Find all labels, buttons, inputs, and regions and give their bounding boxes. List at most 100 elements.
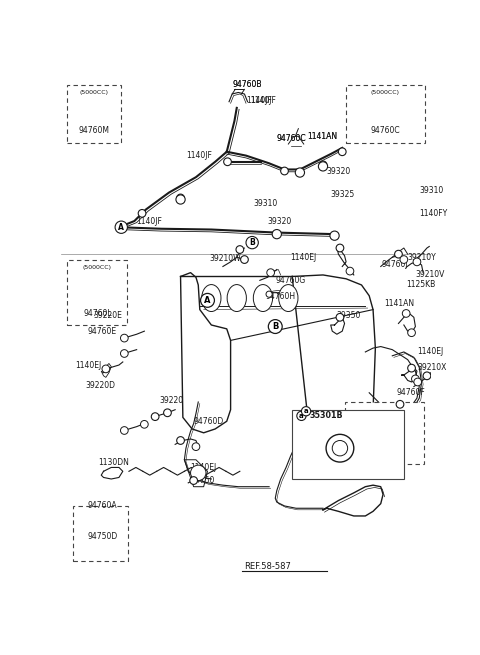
- Circle shape: [395, 250, 402, 258]
- Circle shape: [190, 477, 197, 485]
- Text: 94760D: 94760D: [193, 417, 224, 426]
- Text: (5000CC): (5000CC): [80, 90, 109, 95]
- Circle shape: [164, 409, 171, 417]
- Text: 1125KB: 1125KB: [406, 280, 435, 290]
- Circle shape: [268, 320, 282, 333]
- Text: 39325: 39325: [331, 189, 355, 198]
- Circle shape: [120, 334, 128, 342]
- Text: 94750: 94750: [191, 476, 215, 485]
- Text: 94760M: 94760M: [369, 450, 400, 459]
- Bar: [73, 506, 128, 561]
- Text: 39220: 39220: [160, 396, 184, 405]
- Circle shape: [411, 375, 419, 383]
- Circle shape: [176, 195, 185, 204]
- Circle shape: [240, 255, 248, 263]
- Circle shape: [414, 378, 421, 386]
- Circle shape: [272, 229, 281, 239]
- Text: 94750D: 94750D: [87, 533, 118, 541]
- Text: 94760A: 94760A: [87, 502, 117, 510]
- Bar: [67, 84, 121, 143]
- Text: B: B: [272, 322, 278, 331]
- Circle shape: [115, 221, 127, 233]
- Circle shape: [151, 413, 159, 421]
- Text: 39210W: 39210W: [209, 253, 240, 263]
- Text: 94760G: 94760G: [275, 276, 305, 285]
- Text: 1140JF: 1140JF: [137, 217, 163, 225]
- Text: 39320: 39320: [267, 217, 292, 225]
- Text: 1140EJ: 1140EJ: [417, 347, 443, 356]
- Text: 94760H: 94760H: [265, 292, 295, 301]
- Circle shape: [281, 167, 288, 175]
- Text: 1130DN: 1130DN: [98, 458, 129, 466]
- Circle shape: [177, 194, 184, 202]
- Text: (5000CC): (5000CC): [371, 90, 400, 95]
- Circle shape: [120, 426, 128, 434]
- Text: B: B: [249, 238, 255, 247]
- Text: 1140EJ: 1140EJ: [291, 253, 317, 262]
- Text: 1140JF: 1140JF: [186, 151, 212, 160]
- Text: 1141AN: 1141AN: [308, 132, 338, 141]
- Text: 94760E: 94760E: [87, 327, 117, 335]
- Circle shape: [102, 365, 110, 373]
- Circle shape: [346, 267, 354, 275]
- Circle shape: [177, 437, 184, 444]
- Circle shape: [301, 407, 311, 416]
- Text: A: A: [204, 296, 211, 305]
- Text: 39320: 39320: [327, 166, 351, 176]
- Circle shape: [400, 255, 408, 263]
- Text: 1141AN: 1141AN: [384, 299, 415, 308]
- Circle shape: [408, 329, 415, 337]
- Circle shape: [191, 465, 206, 481]
- Text: 1140JF: 1140JF: [250, 96, 276, 105]
- Circle shape: [423, 372, 431, 380]
- Text: 94760B: 94760B: [232, 81, 262, 89]
- Text: 39220E: 39220E: [94, 311, 122, 320]
- Circle shape: [326, 434, 354, 462]
- Text: 94760C: 94760C: [371, 126, 400, 136]
- Text: 39210Y: 39210Y: [408, 253, 436, 262]
- Circle shape: [338, 148, 346, 156]
- Text: 1140EJ: 1140EJ: [191, 463, 217, 472]
- Ellipse shape: [227, 284, 246, 312]
- Text: A: A: [119, 223, 124, 232]
- Text: a: a: [299, 413, 304, 419]
- Circle shape: [267, 269, 275, 276]
- Circle shape: [336, 244, 344, 252]
- Bar: [67, 259, 127, 325]
- Circle shape: [201, 293, 215, 307]
- Bar: [346, 84, 425, 143]
- Circle shape: [119, 223, 127, 231]
- Circle shape: [297, 411, 306, 421]
- Text: 39220D: 39220D: [86, 381, 116, 390]
- Text: 1141AN: 1141AN: [308, 132, 338, 141]
- Circle shape: [330, 231, 339, 240]
- Text: 94760M: 94760M: [79, 126, 110, 136]
- Ellipse shape: [253, 284, 273, 312]
- Text: 94760C: 94760C: [277, 134, 306, 143]
- Text: 94760C: 94760C: [277, 134, 306, 143]
- Text: 94760F: 94760F: [396, 388, 425, 398]
- Circle shape: [402, 310, 410, 317]
- Text: 39210V: 39210V: [415, 271, 445, 280]
- Circle shape: [413, 258, 421, 266]
- Circle shape: [295, 168, 304, 177]
- Text: 94760J: 94760J: [382, 261, 408, 269]
- Text: 1140FY: 1140FY: [419, 209, 447, 218]
- Circle shape: [192, 443, 200, 451]
- Circle shape: [224, 158, 231, 166]
- Circle shape: [141, 421, 148, 428]
- Circle shape: [138, 210, 146, 217]
- Text: (5000CC): (5000CC): [83, 265, 112, 270]
- Circle shape: [396, 400, 404, 408]
- Text: REF.58-587: REF.58-587: [244, 561, 291, 571]
- Text: 39310: 39310: [419, 186, 444, 195]
- Text: 1140JF: 1140JF: [246, 96, 272, 105]
- Text: 94760L: 94760L: [83, 309, 112, 318]
- Circle shape: [246, 236, 258, 249]
- Circle shape: [336, 314, 344, 321]
- Bar: [345, 402, 424, 464]
- Circle shape: [120, 350, 128, 358]
- Text: 39310: 39310: [254, 199, 278, 208]
- Text: 39350: 39350: [337, 311, 361, 320]
- Text: a: a: [304, 408, 308, 414]
